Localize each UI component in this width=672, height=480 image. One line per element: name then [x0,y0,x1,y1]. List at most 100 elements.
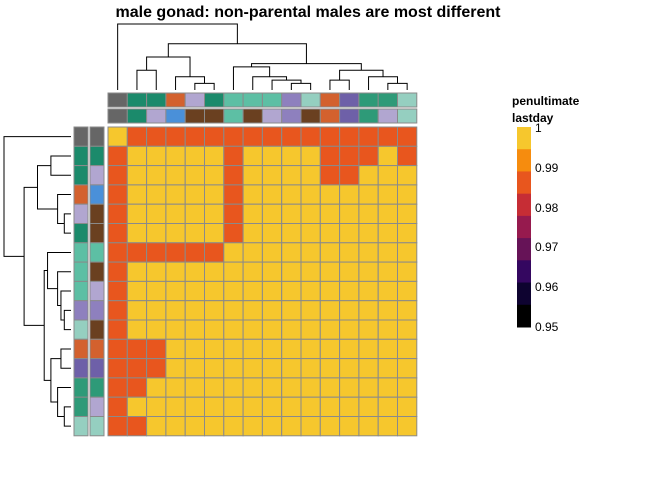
heatmap-cell [339,338,360,360]
col-annotation-lastday [319,108,341,124]
heatmap-cell [242,396,263,418]
heatmap-cell [358,126,379,147]
heatmap-cell [281,358,302,379]
row-annotation-lastday [89,377,105,398]
heatmap-cell [377,223,399,244]
heatmap-cell [165,300,186,321]
heatmap-cell [300,223,321,244]
heatmap-cell [319,358,341,379]
col-annotation-lastday [281,108,302,124]
dendrogram-branch [60,290,71,321]
row-annotation-penultimate [73,126,89,147]
heatmap-cell [377,126,399,147]
dendrogram-branch [146,56,191,77]
heatmap-cell [223,184,244,205]
col-annotation-penultimate [107,92,128,108]
heatmap-cell [223,203,244,224]
row-annotation-lastday [89,145,105,167]
heatmap-cell [281,338,302,360]
heatmap-cell [358,203,379,224]
heatmap-cell [165,165,186,186]
heatmap-cell [300,242,321,263]
dendrogram-branch [37,165,58,210]
row-annotation-lastday [89,319,105,340]
legend-color-block [517,149,531,172]
heatmap-cell [358,242,379,263]
dendrogram-branch [63,309,71,331]
heatmap-cell [397,203,418,224]
heatmap-cell [319,338,341,360]
heatmap-cell [204,358,225,379]
heatmap-cell [339,396,360,418]
heatmap-cell [300,358,321,379]
heatmap-cell [300,396,321,418]
heatmap-cell [339,203,360,224]
heatmap-cell [397,300,418,321]
heatmap-cell [146,145,167,167]
heatmap-cell [223,165,244,186]
heatmap-cell [126,300,148,321]
row-annotation-penultimate [73,280,89,302]
heatmap-cell [146,126,167,147]
heatmap-cell [223,242,244,263]
col-annotation-lastday [377,108,399,124]
heatmap-cell [397,377,418,398]
col-annotation-lastday [165,108,186,124]
dendrogram-branch [252,76,288,90]
heatmap-cell [339,184,360,205]
dendrogram-branch [60,348,71,369]
dendrogram-branch [290,82,312,90]
col-annotation-lastday [358,108,379,124]
heatmap-cell [281,126,302,147]
heatmap-cell [126,261,148,282]
heatmap-cell [358,319,379,340]
heatmap-cell [107,416,128,437]
heatmap-cell [319,223,341,244]
heatmap-cell [184,319,205,340]
heatmap-cell [261,377,283,398]
heatmap-cell [165,338,186,360]
row-annotation-lastday [89,300,105,321]
heatmap-cell [165,261,186,282]
heatmap-cell [300,165,321,186]
dendrogram-branch [47,251,71,290]
heatmap-cell [281,319,302,340]
heatmap-cell [242,358,263,379]
heatmap-cell [339,223,360,244]
heatmap-cell [339,300,360,321]
heatmap-cell [146,184,167,205]
heatmap-cell [184,145,205,167]
heatmap-cell [339,165,360,186]
row-annotation-lastday [89,126,105,147]
heatmap-cell [146,242,167,263]
heatmap-cell [184,338,205,360]
heatmap-cell [242,203,263,224]
heatmap-cell [261,358,283,379]
legend-color-block [517,304,531,328]
row-annotation-penultimate [73,242,89,263]
heatmap-cell [377,184,399,205]
column-annotations [107,92,418,124]
row-annotations [73,126,105,437]
heatmap-cell [377,377,399,398]
row-annotation-lastday [89,223,105,244]
heatmap-cell [281,377,302,398]
legend-tick-0-96: 0.96 [535,280,559,294]
heatmap-cell [377,319,399,340]
heatmap-cell [126,165,148,186]
col-annotation-penultimate [377,92,399,108]
col-annotation-lastday [107,108,128,124]
heatmap-cell [377,165,399,186]
heatmap-cell [358,223,379,244]
heatmap-cell [319,416,341,437]
row-annotation-penultimate [73,223,89,244]
legend-tick-1: 1 [535,121,542,135]
heatmap-cell [300,280,321,302]
heatmap-cell [204,223,225,244]
col-annotation-penultimate [358,92,379,108]
heatmap-cell [107,242,128,263]
heatmap-cell [377,396,399,418]
heatmap-cell [184,358,205,379]
heatmap-cell [377,242,399,263]
heatmap-cell [319,377,341,398]
